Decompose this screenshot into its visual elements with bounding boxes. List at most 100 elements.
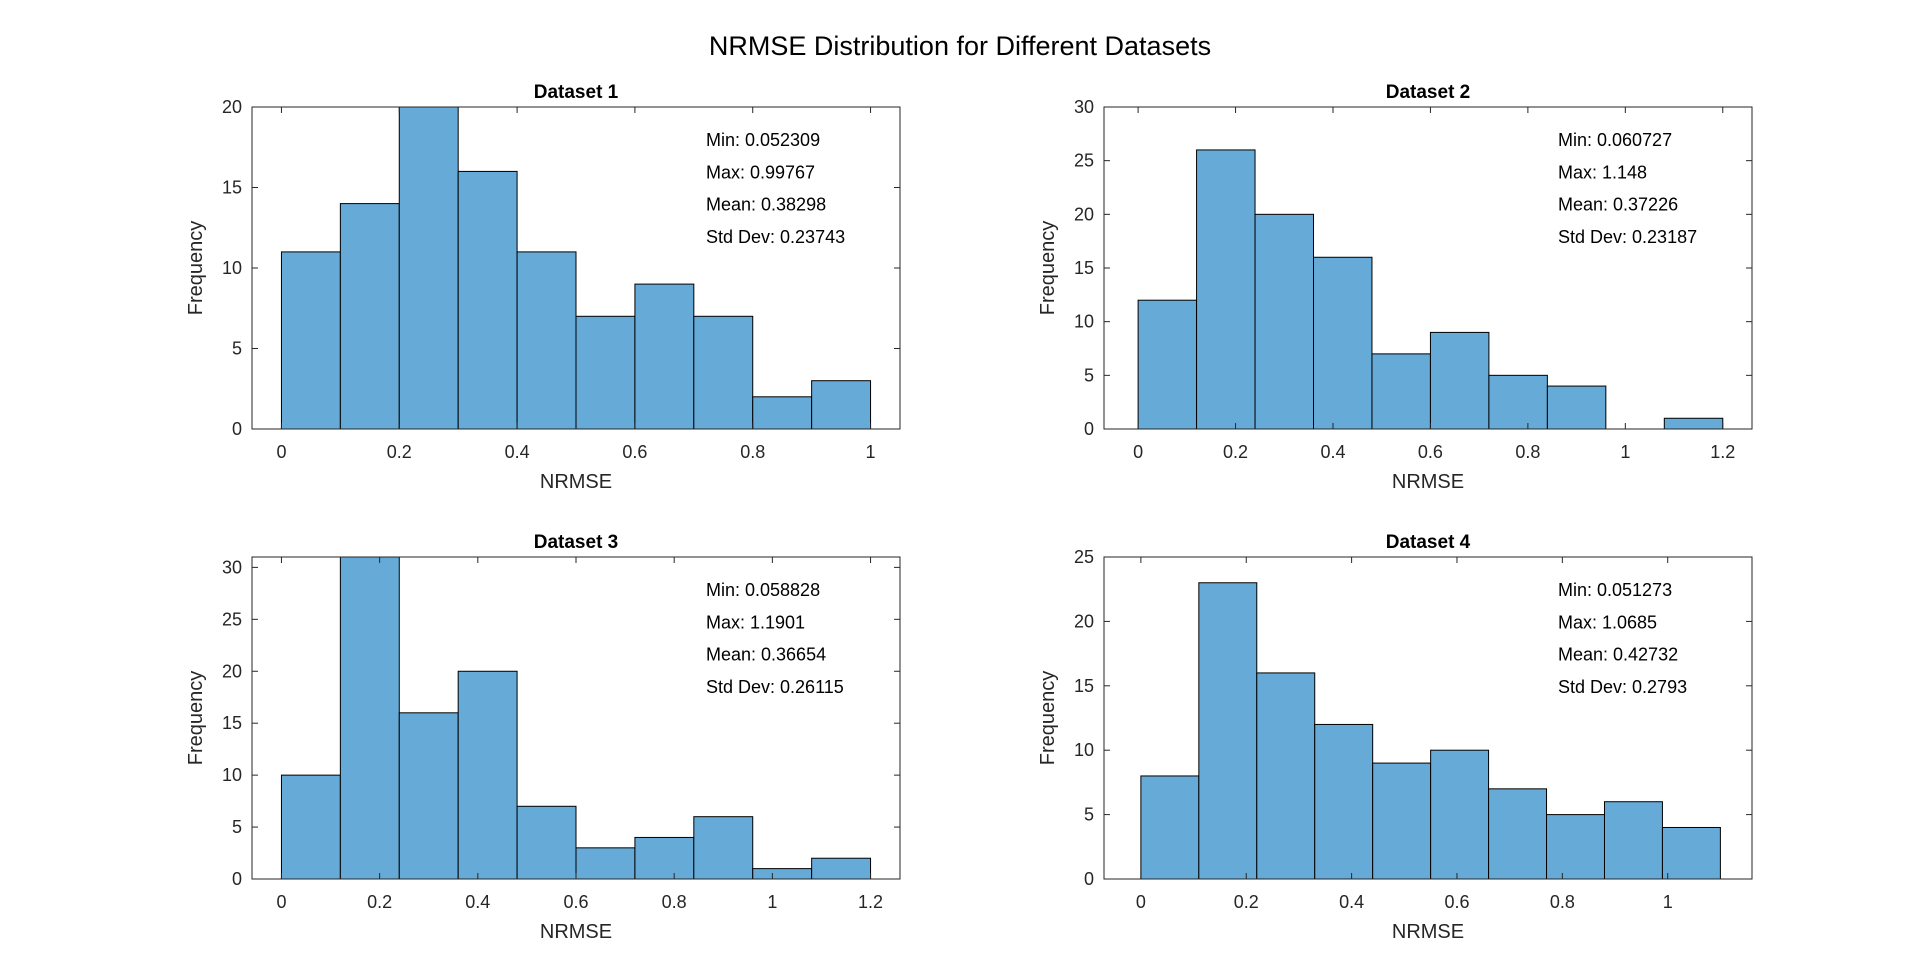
histogram-bar	[339, 203, 400, 430]
y-tick-label: 0	[232, 869, 242, 889]
stat-line: Std Dev: 0.23743	[706, 227, 845, 247]
histogram-bar	[1661, 826, 1721, 880]
statistics-annotation: Min: 0.052309 Max: 0.99767 Mean: 0.38298 St…	[706, 130, 845, 247]
x-tick-label: 0	[276, 442, 286, 462]
y-axis-ticks: 0 5 10 15 20 25 30	[222, 557, 900, 889]
stat-line: Min: 0.058828	[706, 580, 820, 600]
stat-line: Std Dev: 0.23187	[1558, 227, 1697, 247]
histogram-bar	[1198, 582, 1258, 880]
histogram-bar	[280, 774, 341, 880]
histogram-bars	[1140, 582, 1721, 880]
x-axis-label: NRMSE	[1392, 921, 1464, 943]
y-axis-label: Frequency	[1037, 221, 1059, 316]
stat-line: Mean: 0.42732	[1558, 645, 1678, 665]
axes-frame	[1103, 556, 1753, 880]
y-axis-ticks: 0 5 10 15 20 25 30	[1074, 97, 1752, 439]
subplot-title: Dataset 2	[1386, 82, 1471, 103]
x-tick-label: 0	[1136, 892, 1146, 912]
figure-title: NRMSE Distribution for Different Dataset…	[709, 31, 1211, 61]
y-tick-label: 20	[1074, 611, 1094, 631]
histogram-bar	[575, 847, 636, 880]
x-tick-label: 0	[276, 892, 286, 912]
x-tick-label: 0.2	[367, 892, 392, 912]
y-tick-label: 5	[1084, 805, 1094, 825]
x-tick-label: 0	[1133, 442, 1143, 462]
stat-line: Min: 0.060727	[1558, 130, 1672, 150]
stat-line: Std Dev: 0.26115	[706, 677, 844, 697]
stat-line: Mean: 0.36654	[706, 645, 826, 665]
y-tick-label: 20	[1074, 204, 1094, 224]
stat-line: Min: 0.052309	[706, 130, 820, 150]
y-axis-label: Frequency	[1037, 671, 1059, 766]
statistics-annotation: Min: 0.051273 Max: 1.0685 Mean: 0.42732 Std…	[1558, 580, 1687, 697]
y-tick-label: 30	[1074, 97, 1094, 117]
subplot-dataset-3: 0 0.2 0.4 0.6 0.8 1 1.2 0 5 10 15 20 25 30 Dataset 3 NR…	[185, 532, 901, 943]
stat-line: Std Dev: 0.2793	[1558, 677, 1687, 697]
y-tick-label: 0	[1084, 869, 1094, 889]
x-tick-label: 0.4	[1339, 892, 1364, 912]
x-tick-label: 0.8	[1550, 892, 1575, 912]
histogram-bar	[575, 315, 636, 430]
y-tick-label: 10	[222, 258, 242, 278]
histogram-bar	[516, 805, 577, 880]
histogram-bar	[457, 170, 518, 430]
subplot-title: Dataset 3	[534, 532, 619, 553]
histogram-bars	[280, 106, 872, 430]
x-axis-label: NRMSE	[540, 471, 612, 493]
subplot-title: Dataset 1	[534, 82, 619, 103]
y-axis-ticks: 0 5 10 15 20	[222, 97, 900, 439]
x-tick-label: 0.4	[1320, 442, 1345, 462]
stat-line: Max: 1.0685	[1558, 612, 1657, 632]
x-axis-ticks: 0 0.2 0.4 0.6 0.8 1	[1136, 557, 1673, 912]
y-tick-label: 20	[222, 97, 242, 117]
x-tick-label: 0.8	[740, 442, 765, 462]
y-axis-label: Frequency	[185, 671, 207, 766]
histogram-bar	[693, 315, 754, 430]
y-tick-label: 15	[222, 178, 242, 198]
y-tick-label: 5	[232, 339, 242, 359]
histogram-bar	[1372, 762, 1432, 880]
histogram-bar	[280, 251, 341, 430]
histogram-bar	[457, 670, 518, 880]
y-tick-label: 10	[1074, 740, 1094, 760]
histogram-bar	[516, 251, 577, 430]
histogram-bar	[398, 106, 459, 430]
histogram-bar	[339, 556, 400, 880]
histogram-bar	[1196, 149, 1256, 430]
x-tick-label: 0.6	[1444, 892, 1469, 912]
y-tick-label: 5	[1084, 365, 1094, 385]
y-axis-label: Frequency	[185, 221, 207, 316]
x-axis-ticks: 0 0.2 0.4 0.6 0.8 1	[276, 107, 876, 462]
x-axis-label: NRMSE	[540, 921, 612, 943]
x-tick-label: 1	[866, 442, 876, 462]
y-tick-label: 15	[1074, 258, 1094, 278]
x-tick-label: 0.6	[622, 442, 647, 462]
subplot-title: Dataset 4	[1386, 532, 1471, 553]
stat-line: Min: 0.051273	[1558, 580, 1672, 600]
y-tick-label: 0	[232, 419, 242, 439]
x-axis-ticks: 0 0.2 0.4 0.6 0.8 1 1.2	[276, 557, 883, 912]
x-tick-label: 0.8	[1515, 442, 1540, 462]
histogram-bar	[1663, 417, 1724, 430]
histogram-bar	[1313, 256, 1373, 430]
histogram-bar	[1371, 353, 1431, 430]
histogram-bar	[398, 712, 459, 880]
stat-line: Max: 0.99767	[706, 162, 815, 182]
y-tick-label: 25	[1074, 547, 1094, 567]
histogram-bar	[634, 836, 695, 880]
y-tick-label: 30	[222, 557, 242, 577]
histogram-bar	[811, 380, 872, 430]
x-tick-label: 0.2	[1234, 892, 1259, 912]
x-tick-label: 0.4	[505, 442, 530, 462]
histogram-bar	[1488, 788, 1548, 880]
histogram-bar	[1546, 814, 1605, 880]
y-tick-label: 5	[232, 817, 242, 837]
x-axis-label: NRMSE	[1392, 471, 1464, 493]
x-axis-ticks: 0 0.2 0.4 0.6 0.8 1 1.2	[1133, 107, 1735, 462]
x-tick-label: 0.6	[1418, 442, 1443, 462]
y-tick-label: 10	[222, 765, 242, 785]
histogram-bars	[280, 556, 872, 880]
statistics-annotation: Min: 0.058828 Max: 1.1901 Mean: 0.36654 Std…	[706, 580, 844, 697]
